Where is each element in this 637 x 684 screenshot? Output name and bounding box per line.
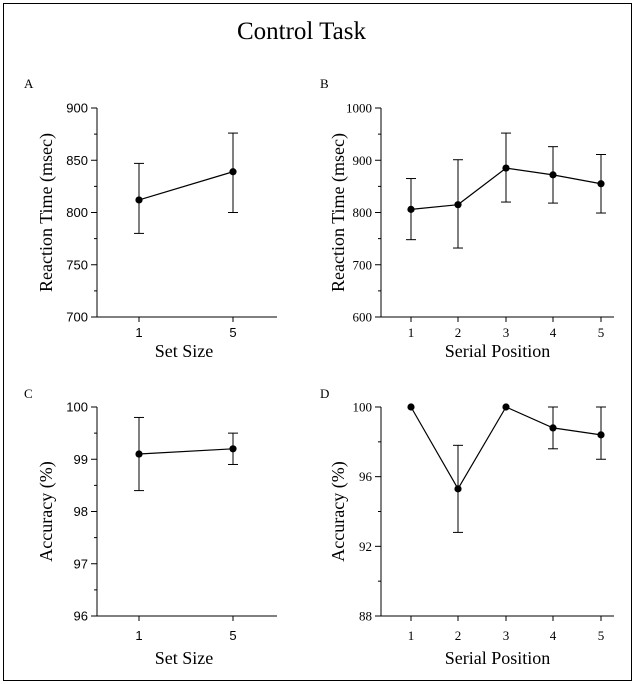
- data-point: [597, 180, 605, 188]
- y-axis-label: Reaction Time (msec): [36, 133, 57, 292]
- y-axis-label: Accuracy (%): [36, 461, 57, 561]
- y-tick-label: 700: [66, 310, 88, 325]
- x-tick-label: 1: [135, 628, 142, 643]
- data-point: [407, 205, 415, 213]
- x-tick-label: 2: [455, 325, 462, 340]
- x-tick-label: 1: [135, 325, 142, 340]
- data-point: [597, 431, 605, 439]
- y-tick-label: 88: [359, 609, 372, 624]
- figure-title: Control Task: [236, 18, 367, 45]
- series-line: [138, 448, 234, 455]
- x-axis-label: Serial Position: [445, 648, 551, 668]
- x-tick-label: 4: [550, 628, 557, 643]
- data-point: [229, 445, 237, 453]
- y-tick-label: 98: [74, 504, 88, 519]
- panel-label: D: [320, 386, 329, 401]
- panel-b: B 600 700 800 900 1000 1 2 3 4 5 Serial Position Rea…: [320, 76, 614, 361]
- x-tick-label: 3: [503, 628, 510, 643]
- y-tick-label: 96: [359, 469, 373, 484]
- data-point: [549, 171, 557, 179]
- panel-label: A: [24, 76, 34, 91]
- y-tick-label: 600: [353, 310, 373, 325]
- panel-label: B: [320, 76, 329, 91]
- data-point: [549, 424, 557, 432]
- x-tick-label: 5: [598, 628, 605, 643]
- x-tick-label: 4: [550, 325, 557, 340]
- y-tick-label: 800: [66, 205, 88, 220]
- x-tick-label: 1: [408, 325, 415, 340]
- x-tick-label: 3: [503, 325, 510, 340]
- x-axis-label: Set Size: [155, 341, 214, 361]
- panel-d: D 88 92 96 100 1 2 3 4 5 Serial Position Accuracy (…: [320, 386, 614, 668]
- panel-a: A 700 750 800 850 900 1 5 Set Size Reaction Time …: [24, 76, 277, 361]
- x-tick-label: 5: [598, 325, 605, 340]
- y-tick-label: 100: [353, 400, 373, 415]
- series-line: [138, 171, 234, 201]
- y-tick-label: 92: [359, 539, 372, 554]
- y-tick-label: 900: [66, 101, 88, 116]
- data-point: [502, 164, 510, 172]
- series-line: [410, 406, 602, 491]
- data-point: [502, 403, 510, 411]
- x-axis-label: Serial Position: [445, 341, 551, 361]
- y-tick-label: 97: [74, 556, 88, 571]
- y-tick-label: 800: [353, 205, 373, 220]
- x-tick-label: 5: [229, 628, 236, 643]
- y-tick-label: 96: [74, 609, 88, 624]
- x-tick-label: 5: [229, 325, 236, 340]
- y-axis-label: Reaction Time (msec): [328, 133, 349, 292]
- panel-c: C 96 97 98 99 100 1 5 Set Size Accuracy (%): [24, 386, 277, 668]
- x-tick-label: 2: [455, 628, 462, 643]
- data-point: [229, 168, 237, 176]
- y-tick-label: 850: [66, 153, 88, 168]
- y-tick-label: 99: [74, 452, 88, 467]
- y-axis-label: Accuracy (%): [328, 461, 349, 561]
- x-axis-label: Set Size: [155, 648, 214, 668]
- y-tick-label: 750: [66, 257, 88, 272]
- data-point: [135, 196, 143, 204]
- x-tick-label: 1: [408, 628, 415, 643]
- data-point: [454, 485, 462, 493]
- data-point: [407, 403, 415, 411]
- figure-frame: Control Task: [3, 3, 632, 681]
- y-tick-label: 100: [66, 400, 88, 415]
- y-tick-label: 900: [353, 153, 373, 168]
- data-point: [454, 201, 462, 209]
- y-tick-label: 1000: [346, 101, 372, 116]
- panel-label: C: [24, 386, 33, 401]
- y-tick-label: 700: [353, 257, 373, 272]
- data-point: [135, 450, 143, 458]
